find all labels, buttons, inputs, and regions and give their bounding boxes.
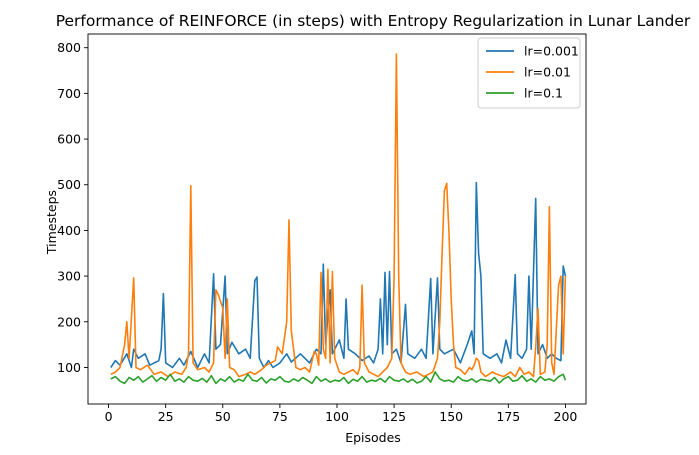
legend-label-1: lr=0.001 [524, 44, 579, 59]
y-axis-label: Timesteps [44, 190, 59, 255]
y-tick-label: 500 [57, 177, 81, 192]
series-line-2 [110, 53, 567, 378]
y-tick-label: 200 [57, 314, 81, 329]
x-tick-label: 175 [496, 409, 520, 424]
y-tick-label: 100 [57, 360, 81, 375]
y-tick-label: 600 [57, 132, 81, 147]
x-axis-ticks: 0 25 50 75 100 125 150 175 200 [105, 404, 578, 424]
legend-label-3: lr=0.1 [524, 86, 563, 101]
legend-label-2: lr=0.01 [524, 65, 571, 80]
y-tick-label: 300 [57, 269, 81, 284]
series-line-1 [110, 181, 567, 369]
x-tick-label: 125 [382, 409, 406, 424]
y-tick-label: 800 [57, 40, 81, 55]
x-tick-label: 150 [439, 409, 463, 424]
x-tick-label: 50 [215, 409, 231, 424]
x-tick-label: 100 [325, 409, 349, 424]
x-axis-label: Episodes [345, 430, 401, 445]
x-tick-label: 0 [105, 409, 113, 424]
x-tick-label: 75 [272, 409, 288, 424]
legend: lr=0.001 lr=0.01 lr=0.1 [477, 37, 581, 109]
y-tick-label: 700 [57, 86, 81, 101]
chart-title: Performance of REINFORCE (in steps) with… [56, 12, 691, 30]
plot-lines [110, 53, 567, 385]
x-tick-label: 25 [158, 409, 174, 424]
x-tick-label: 200 [554, 409, 578, 424]
series-line-3 [110, 371, 567, 385]
y-tick-label: 400 [57, 223, 81, 238]
y-axis-ticks: 100 200 300 400 500 600 700 800 [57, 40, 88, 375]
legend-box [477, 37, 581, 109]
